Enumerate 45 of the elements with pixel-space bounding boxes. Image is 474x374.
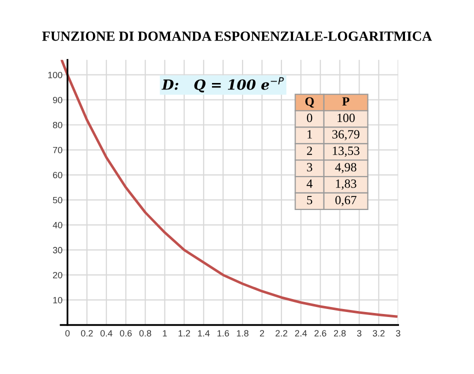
annotation: D: Q = 100 e$^{−P}$ bbox=[162, 77, 284, 92]
annotation: P bbox=[342, 97, 350, 106]
line-series bbox=[60, 60, 398, 318]
annotation: 2 bbox=[306, 146, 312, 155]
annotation: 4 bbox=[306, 180, 312, 188]
y-tick-label: 90 bbox=[53, 96, 62, 104]
annotation: 36,79 bbox=[332, 130, 360, 140]
x-tick-label: 3 bbox=[396, 330, 400, 336]
annotation: 3 bbox=[307, 163, 312, 172]
y-tick-label: 50 bbox=[52, 196, 62, 204]
x-tick-label: 0 bbox=[65, 330, 70, 336]
x-tick-label: 3.2 bbox=[372, 330, 385, 336]
x-tick-label: 2.4 bbox=[295, 330, 307, 336]
x-tick-label: 2 bbox=[260, 330, 264, 336]
y-tick-label: 100 bbox=[48, 72, 62, 78]
x-tick-label: 2.8 bbox=[334, 330, 346, 336]
y-tick-label: 40 bbox=[52, 222, 62, 228]
x-tick-label: 3 bbox=[357, 330, 362, 336]
x-tick-label: 1.8 bbox=[236, 330, 248, 336]
x-tick-label: 2.6 bbox=[314, 330, 326, 336]
annotation: 0 bbox=[306, 114, 312, 122]
annotation: 4,98 bbox=[335, 162, 356, 174]
x-tick-label: 1 bbox=[162, 330, 167, 336]
annotation: 5 bbox=[307, 196, 312, 204]
x-tick-label: 0.6 bbox=[120, 330, 132, 336]
annotation: 100 bbox=[338, 114, 355, 122]
x-tick-label: 0.8 bbox=[139, 330, 152, 336]
y-tick-label: 20 bbox=[53, 272, 62, 278]
annotation: 0,67 bbox=[335, 196, 356, 206]
chart-title: FUNZIONE DI DOMANDA ESPONENZIALE-LOGARITMICA bbox=[42, 32, 432, 41]
annotation: Q bbox=[305, 97, 314, 108]
annotation: 1,83 bbox=[336, 179, 356, 190]
y-tick-label: 80 bbox=[52, 122, 62, 128]
x-tick-label: 1.6 bbox=[218, 330, 229, 336]
y-tick-label: 10 bbox=[53, 296, 62, 304]
x-tick-label: 0.2 bbox=[81, 330, 93, 336]
x-tick-label: 2.2 bbox=[276, 330, 288, 336]
y-tick-label: 70 bbox=[53, 146, 62, 154]
y-tick-label: 30 bbox=[52, 246, 62, 254]
x-tick-label: 1.4 bbox=[198, 330, 210, 336]
annotation: 13,53 bbox=[332, 146, 360, 157]
x-tick-label: 1.2 bbox=[178, 330, 190, 336]
annotation: 1 bbox=[308, 130, 312, 138]
x-tick-label: 0.4 bbox=[100, 330, 112, 336]
y-tick-label: 60 bbox=[53, 172, 62, 178]
